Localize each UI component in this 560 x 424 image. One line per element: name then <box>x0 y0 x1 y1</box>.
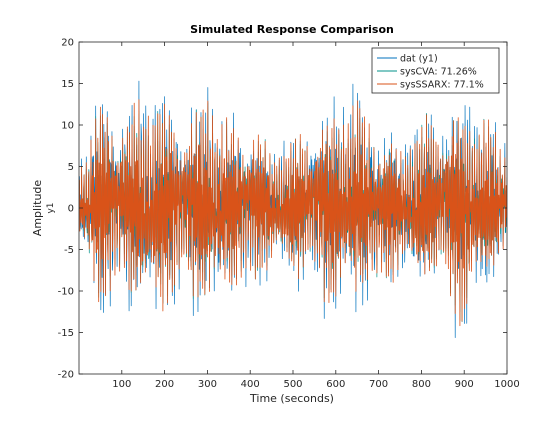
y-tick-label: 20 <box>61 38 74 49</box>
legend: dat (y1) sysCVA: 71.26% sysSSARX: 77.1% <box>371 47 500 94</box>
legend-label: sysCVA: 71.26% <box>400 67 477 78</box>
y-tick-label: -20 <box>58 370 74 381</box>
x-tick-label: 400 <box>241 379 260 390</box>
y-tick-label: -10 <box>58 287 74 298</box>
axes: 100 200 300 400 500 600 700 800 900 1000-20-15-10… <box>58 38 520 391</box>
x-tick-label: 100 <box>112 379 131 390</box>
x-tick-label: 200 <box>155 379 174 390</box>
y-tick-label: -5 <box>64 245 74 256</box>
x-tick-label: 700 <box>369 379 388 390</box>
y-tick-label: -15 <box>58 328 74 339</box>
legend-label: sysSSARX: 77.1% <box>400 80 484 91</box>
y-axis-label: Amplitude <box>31 180 44 237</box>
x-tick-label: 600 <box>326 379 345 390</box>
y-tick-label: 0 <box>68 204 74 215</box>
y-tick-label: 10 <box>61 121 74 132</box>
chart-title: Simulated Response Comparison <box>190 23 394 36</box>
x-axis-label: Time (seconds) <box>249 392 334 405</box>
series-line-sysssarx <box>79 99 507 327</box>
x-tick-label: 1000 <box>494 379 519 390</box>
x-tick-label: 300 <box>198 379 217 390</box>
series-layer <box>79 80 507 338</box>
x-tick-label: 500 <box>283 379 302 390</box>
y-tick-label: 15 <box>61 79 74 90</box>
legend-label: dat (y1) <box>400 54 438 65</box>
x-tick-label: 900 <box>455 379 474 390</box>
channel-label: y1 <box>46 202 56 213</box>
y-tick-label: 5 <box>68 162 74 173</box>
x-tick-label: 800 <box>412 379 431 390</box>
